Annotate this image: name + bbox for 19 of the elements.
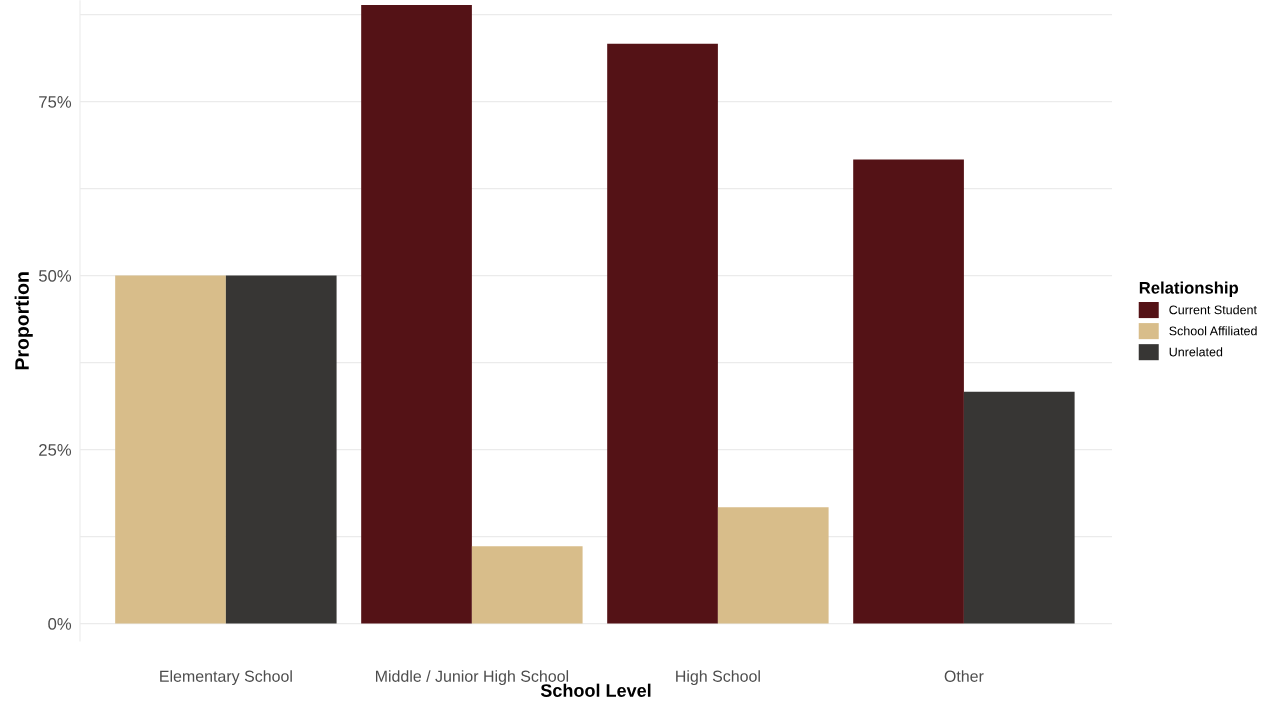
- legend-title: Relationship: [1139, 281, 1239, 298]
- bar: [717, 507, 829, 624]
- y-tick-label: 25%: [39, 444, 72, 456]
- bar: [225, 275, 337, 624]
- legend-label: School Affiliated: [1169, 326, 1257, 336]
- y-tick-label: 75%: [39, 96, 72, 108]
- y-axis-title: Proportion: [14, 272, 33, 370]
- x-tick-label: High School: [676, 670, 760, 686]
- bar: [963, 391, 1075, 624]
- bar: [471, 546, 583, 624]
- legend-label: Unrelated: [1169, 347, 1223, 357]
- bar: [607, 43, 718, 624]
- x-tick-label: Other: [944, 670, 984, 682]
- legend-label: Current Student: [1169, 305, 1257, 315]
- bar: [853, 159, 964, 624]
- x-tick-label: Elementary School: [160, 670, 292, 686]
- y-tick-label: 50%: [38, 270, 72, 282]
- bar: [361, 4, 472, 624]
- y-tick-label: 0%: [48, 618, 72, 630]
